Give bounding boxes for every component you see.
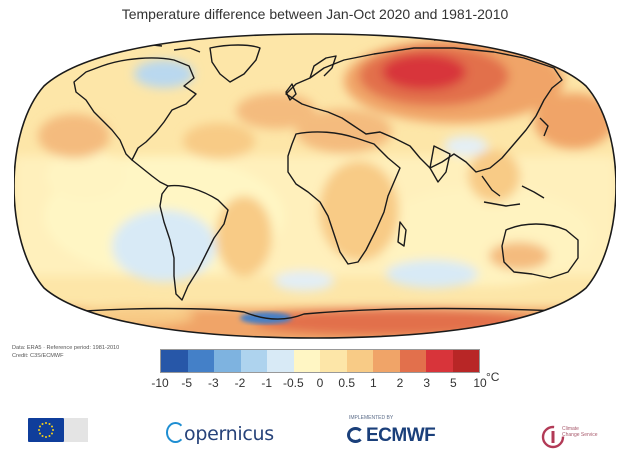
colorbar-segment — [346, 350, 373, 372]
colorbar-tick-label: 2 — [396, 376, 404, 390]
c3s-text: Climate Change Service — [562, 426, 598, 438]
colorbar-segment — [187, 350, 214, 372]
ecmwf-logo: ECMWF — [347, 425, 436, 447]
coastlines — [43, 37, 603, 320]
ecmwf-c-icon — [347, 427, 364, 443]
anomaly-field — [14, 39, 616, 338]
map-title: Temperature difference between Jan-Oct 2… — [121, 6, 509, 22]
colorbar-tick-label: 0 — [316, 376, 324, 390]
colorbar-tick-label: 10 — [473, 376, 487, 390]
copernicus-text: opernicus — [184, 423, 274, 445]
eu-logo-panel — [64, 418, 88, 442]
colorbar-unit: °C — [486, 370, 500, 384]
colorbar: -10 -5 -3 -2 -1 -0.5 0 0.5 1 2 3 5 10 — [151, 349, 487, 390]
copernicus-c-icon — [166, 422, 185, 443]
c3s-logo-icon — [541, 425, 565, 449]
credits-data-line: Data: ERA5 · Reference period: 1981-2010 — [12, 345, 120, 351]
colorbar-tick-label: 0.5 — [338, 376, 355, 390]
colorbar-segment — [214, 350, 241, 372]
logo-bar: opernicus IMPLEMENTED BY ECMWF Climate C… — [0, 412, 630, 452]
copernicus-logo: opernicus — [166, 422, 274, 445]
map-svg — [14, 33, 616, 339]
credits-credit-line: Credit: C3S/ECMWF — [12, 352, 64, 359]
colorbar-tick-label: -1 — [261, 376, 272, 390]
c3s-text-line1: Climate — [562, 426, 579, 432]
colorbar-segment — [267, 350, 294, 372]
ecmwf-text: ECMWF — [366, 425, 436, 446]
colorbar-segment — [240, 350, 267, 372]
colorbar-segment — [293, 350, 320, 372]
colorbar-segment — [426, 350, 453, 372]
colorbar-tick-label: -10 — [151, 376, 169, 390]
eu-flag-icon — [28, 418, 64, 442]
colorbar-labels: -10 -5 -3 -2 -1 -0.5 0 0.5 1 2 3 5 10 — [151, 373, 486, 390]
colorbar-segment — [373, 350, 400, 372]
colorbar-tick-label: -5 — [181, 376, 192, 390]
colorbar-tick-label: -3 — [207, 376, 219, 390]
colorbar-segment — [399, 350, 426, 372]
colorbar-segment — [161, 350, 188, 372]
world-temperature-map — [14, 26, 616, 344]
colorbar-tick-label: -0.5 — [282, 376, 304, 390]
ecmwf-implemented-by: IMPLEMENTED BY — [349, 415, 394, 421]
colorbar-tick-label: 5 — [449, 376, 457, 390]
colorbar-gradient — [160, 349, 480, 373]
c3s-text-line2: Change Service — [562, 432, 598, 438]
data-credits: Data: ERA5 · Reference period: 1981-2010… — [12, 345, 119, 360]
map-border — [14, 33, 616, 339]
colorbar-tick-label: 3 — [423, 376, 430, 390]
colorbar-segment — [452, 350, 479, 372]
colorbar-tick-label: 1 — [369, 376, 377, 390]
colorbar-segment — [320, 350, 347, 372]
colorbar-tick-label: -2 — [234, 376, 246, 390]
